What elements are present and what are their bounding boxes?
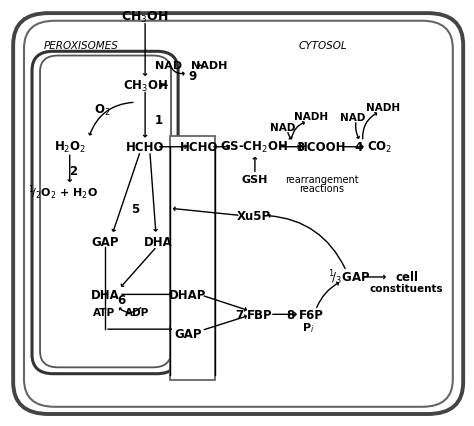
Text: GSH: GSH xyxy=(242,175,268,185)
Text: P$_i$: P$_i$ xyxy=(302,320,314,334)
Text: 3: 3 xyxy=(296,141,304,154)
Text: FBP: FBP xyxy=(247,308,273,321)
Text: CH$_3$OH: CH$_3$OH xyxy=(121,9,169,25)
Text: NADH: NADH xyxy=(366,103,400,113)
Text: rearrangement: rearrangement xyxy=(285,174,359,184)
Text: ADP: ADP xyxy=(125,308,149,317)
Text: 4: 4 xyxy=(354,141,362,154)
Text: CH$_3$OH: CH$_3$OH xyxy=(123,78,168,94)
Text: $^{1}\!/_{3}$GAP: $^{1}\!/_{3}$GAP xyxy=(328,268,370,287)
Text: O$_2$: O$_2$ xyxy=(94,103,111,118)
Text: ATP: ATP xyxy=(93,308,115,317)
Text: 6: 6 xyxy=(118,293,126,306)
Text: GAP: GAP xyxy=(91,235,119,248)
Text: NADH: NADH xyxy=(294,112,328,121)
Text: 7: 7 xyxy=(235,308,244,321)
Text: 5: 5 xyxy=(132,202,140,215)
Text: DHA: DHA xyxy=(91,288,119,301)
Text: HCHO: HCHO xyxy=(180,141,219,154)
Text: GS-CH$_2$OH: GS-CH$_2$OH xyxy=(220,140,288,155)
Text: PEROXISOMES: PEROXISOMES xyxy=(44,41,118,51)
Text: 2: 2 xyxy=(69,164,77,177)
Text: $^{1}\!/_{2}$O$_2$ + H$_2$O: $^{1}\!/_{2}$O$_2$ + H$_2$O xyxy=(27,184,98,202)
Text: NAD: NAD xyxy=(340,113,365,123)
Text: DHAP: DHAP xyxy=(169,288,207,301)
Text: 1: 1 xyxy=(155,113,164,127)
Text: GAP: GAP xyxy=(174,327,202,340)
Text: H$_2$O$_2$: H$_2$O$_2$ xyxy=(54,140,86,155)
Bar xyxy=(170,137,215,380)
Text: NADH: NADH xyxy=(191,61,227,71)
Text: cell: cell xyxy=(395,271,418,284)
Text: CYTOSOL: CYTOSOL xyxy=(298,41,347,51)
Text: DHA: DHA xyxy=(144,235,172,248)
Text: 8: 8 xyxy=(286,308,294,321)
Text: Xu5P: Xu5P xyxy=(237,210,271,222)
Text: NAD: NAD xyxy=(270,123,295,132)
Text: HCHO: HCHO xyxy=(126,141,164,154)
Text: 9: 9 xyxy=(189,70,197,83)
Text: HCOOH: HCOOH xyxy=(298,141,346,154)
Text: reactions: reactions xyxy=(299,184,344,193)
Text: constituents: constituents xyxy=(370,283,444,293)
Text: NAD: NAD xyxy=(155,61,182,71)
Text: CO$_2$: CO$_2$ xyxy=(367,140,392,155)
Text: F6P: F6P xyxy=(299,308,324,321)
